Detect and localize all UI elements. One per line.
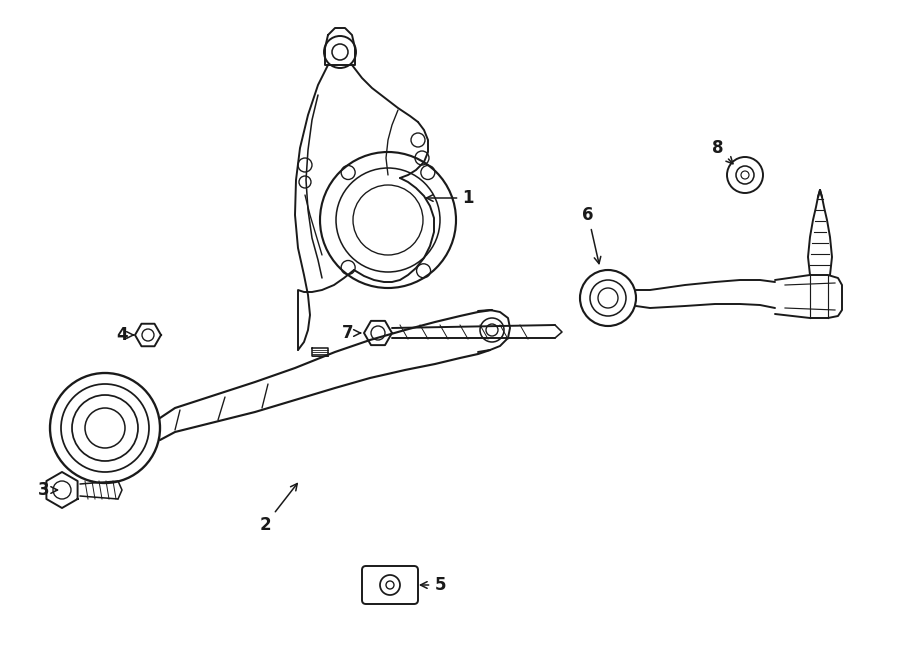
Text: 5: 5 — [420, 576, 446, 594]
Text: 2: 2 — [259, 484, 297, 534]
Text: 6: 6 — [582, 206, 601, 264]
Text: 3: 3 — [38, 481, 58, 499]
Text: 7: 7 — [342, 324, 360, 342]
Text: 4: 4 — [116, 326, 134, 344]
Text: 1: 1 — [427, 189, 473, 207]
Text: 8: 8 — [712, 139, 733, 164]
